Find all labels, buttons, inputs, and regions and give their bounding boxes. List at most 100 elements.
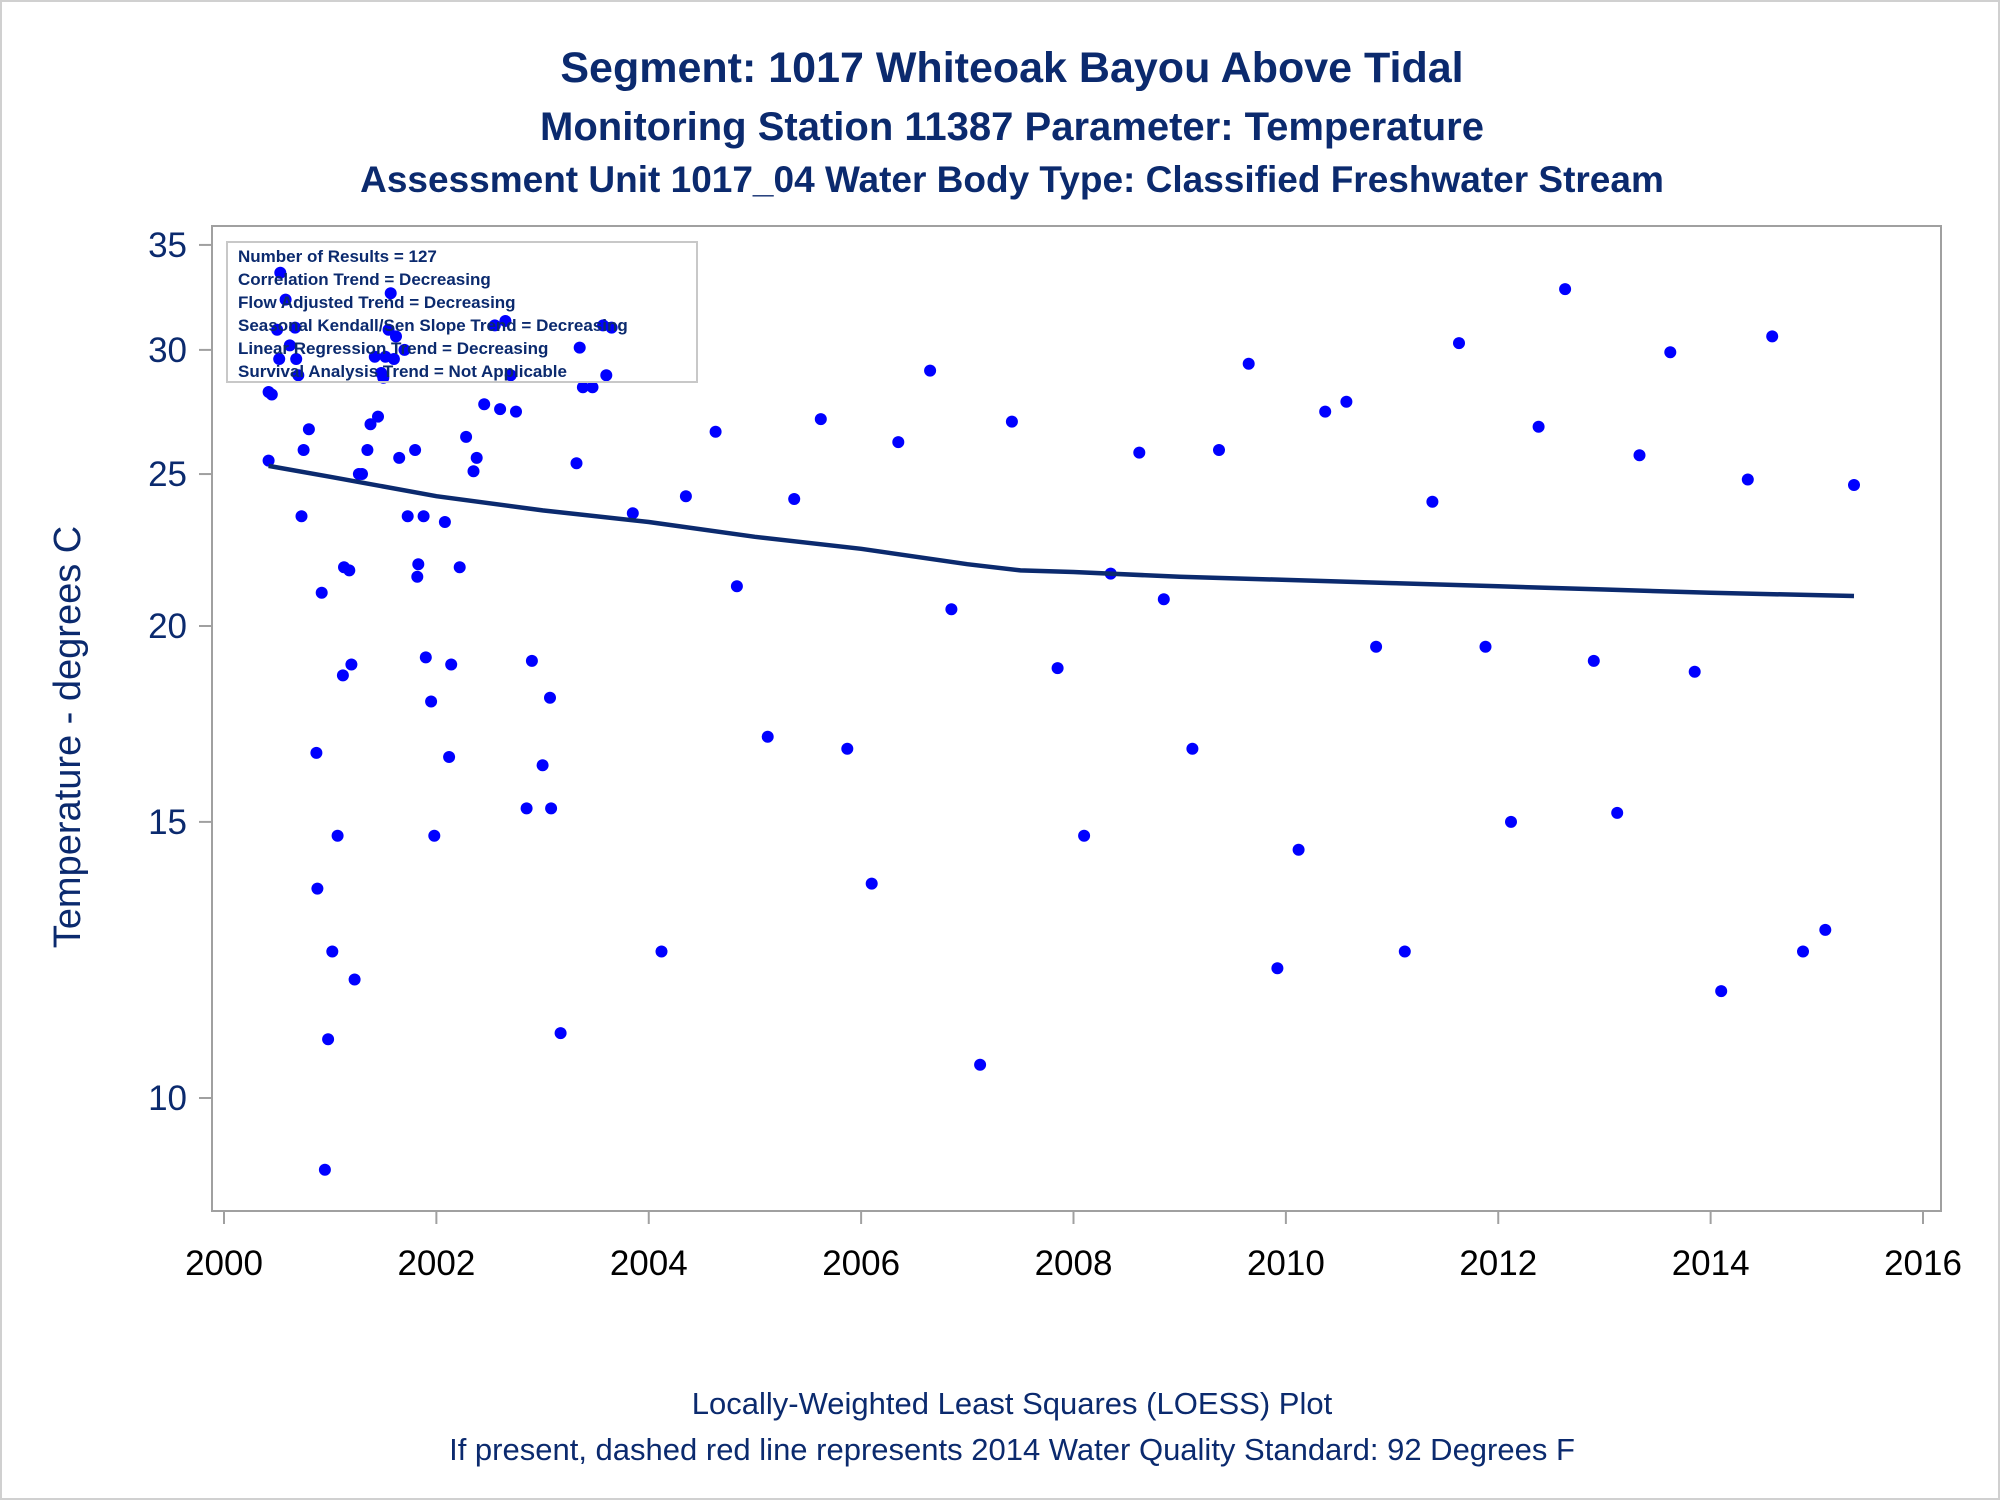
data-point xyxy=(419,651,432,664)
data-point xyxy=(384,287,397,300)
data-point xyxy=(425,695,438,708)
data-point xyxy=(262,454,275,467)
data-point xyxy=(1340,395,1353,408)
x-tick-label: 2002 xyxy=(397,1244,475,1283)
data-point xyxy=(709,425,722,438)
data-point xyxy=(1426,495,1439,508)
x-axis: 2000 2002 2004 2006 2008 2010 2012 2014 2016 xyxy=(185,1211,1962,1283)
data-point xyxy=(1186,742,1199,755)
data-point xyxy=(1213,444,1225,456)
y-tick-label: 10 xyxy=(148,1079,187,1118)
data-point xyxy=(289,321,302,334)
footnote-loess: Locally-Weighted Least Squares (LOESS) P… xyxy=(692,1386,1333,1421)
data-point xyxy=(510,405,522,418)
data-point xyxy=(390,330,402,343)
y-axis-label: Temperature - degrees C xyxy=(47,526,89,948)
data-point xyxy=(586,381,599,394)
plot-area-frame xyxy=(211,225,1942,1212)
data-point xyxy=(730,580,743,593)
data-point xyxy=(841,742,854,755)
stats-box: Number of Results = 127 Correlation Tren… xyxy=(226,241,698,383)
data-point xyxy=(274,266,287,279)
data-point xyxy=(361,444,374,456)
data-point xyxy=(265,388,278,401)
data-point xyxy=(412,558,425,571)
data-point xyxy=(1633,449,1646,462)
data-point xyxy=(576,381,589,394)
data-point xyxy=(1797,945,1809,958)
data-point xyxy=(1766,330,1779,343)
stat-number-of-results: Number of Results = 127 xyxy=(238,247,437,266)
data-point xyxy=(554,1027,567,1040)
stat-correlation-trend: Correlation Trend = Decreasing xyxy=(238,270,491,289)
data-point xyxy=(520,802,533,815)
data-point xyxy=(387,353,400,365)
data-point xyxy=(1611,806,1624,819)
data-point xyxy=(311,882,324,895)
data-point xyxy=(428,829,441,842)
x-tick-label: 2010 xyxy=(1247,1244,1325,1283)
data-point xyxy=(924,364,937,377)
data-points xyxy=(262,266,1860,1176)
data-point xyxy=(945,603,958,616)
data-point xyxy=(1848,479,1860,491)
data-point xyxy=(322,1033,335,1046)
data-point xyxy=(1005,415,1018,428)
data-point xyxy=(318,1163,331,1176)
data-point xyxy=(315,586,328,599)
x-tick-label: 2004 xyxy=(610,1244,688,1283)
data-point xyxy=(1157,593,1170,606)
data-point xyxy=(295,510,308,523)
data-point xyxy=(470,451,483,464)
data-point xyxy=(1819,923,1832,936)
data-point xyxy=(1741,473,1754,486)
y-tick-label: 20 xyxy=(148,607,187,646)
data-point xyxy=(626,507,639,520)
data-point xyxy=(1242,357,1255,370)
data-point xyxy=(398,343,411,356)
x-tick-label: 2012 xyxy=(1459,1244,1537,1283)
stats-box-border xyxy=(226,241,698,383)
data-point xyxy=(536,759,549,772)
data-point xyxy=(488,319,501,332)
data-point xyxy=(1505,815,1517,828)
data-point xyxy=(1271,962,1284,975)
data-point xyxy=(1479,640,1492,653)
y-tick-label: 15 xyxy=(148,803,187,842)
data-point xyxy=(655,945,668,958)
data-point xyxy=(865,877,878,890)
data-point xyxy=(1078,829,1091,842)
y-axis: 10 15 20 25 30 35 xyxy=(148,226,212,1118)
data-point xyxy=(1292,843,1305,856)
data-point xyxy=(292,369,305,382)
stat-survival-analysis-trend: Survival Analysis Trend = Not Applicable xyxy=(238,362,567,381)
data-point xyxy=(1587,654,1600,667)
data-point xyxy=(605,321,618,334)
data-point xyxy=(364,418,377,431)
data-point xyxy=(438,516,451,528)
data-point xyxy=(1051,662,1064,675)
x-tick-label: 2000 xyxy=(185,1244,263,1283)
data-point xyxy=(297,444,310,456)
data-point xyxy=(290,353,303,365)
data-point xyxy=(1559,283,1572,296)
data-point xyxy=(331,829,344,842)
stat-flow-adjusted-trend: Flow Adjusted Trend = Decreasing xyxy=(238,293,516,312)
data-point xyxy=(1319,405,1332,418)
data-point xyxy=(279,293,292,306)
data-point xyxy=(814,413,827,426)
x-tick-label: 2006 xyxy=(822,1244,900,1283)
data-point xyxy=(499,315,512,327)
data-point xyxy=(445,658,458,671)
y-tick-label: 35 xyxy=(148,226,187,265)
data-point xyxy=(411,570,424,583)
data-point xyxy=(302,423,315,436)
data-point xyxy=(1715,985,1728,998)
data-point xyxy=(336,669,349,682)
data-point xyxy=(343,564,356,577)
data-point xyxy=(761,730,774,743)
y-tick-label: 30 xyxy=(148,331,187,370)
data-point xyxy=(409,444,422,456)
data-point xyxy=(460,430,473,443)
